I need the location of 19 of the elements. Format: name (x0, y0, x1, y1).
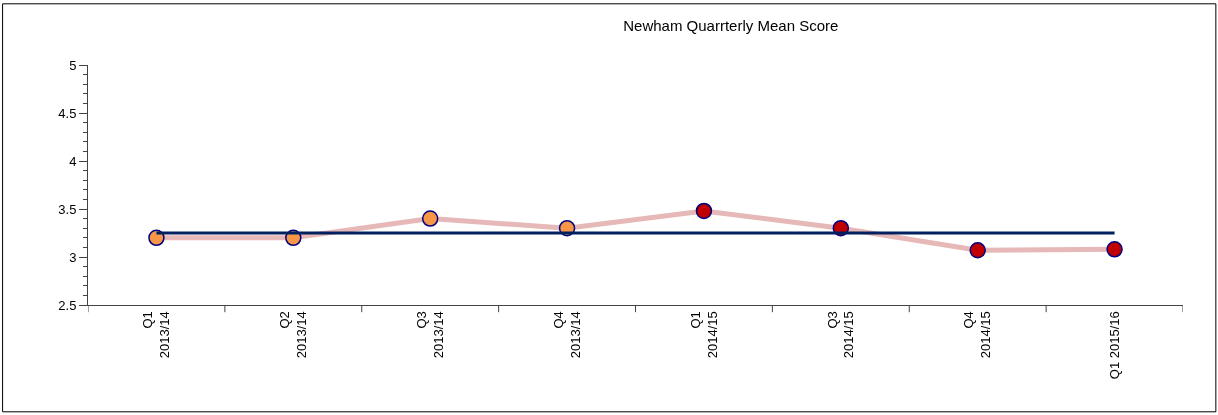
y-tick-label: 4.5 (58, 105, 77, 121)
x-tick-label: Q3 2014/15 (824, 311, 857, 359)
x-tick-label: Q4 2013/14 (550, 311, 583, 359)
y-tick-label: 3.5 (58, 201, 77, 217)
x-tick-label: Q3 2013/14 (413, 311, 446, 359)
x-tick-label: Q1 2015/16 (1106, 311, 1122, 380)
y-tick-label: 2.5 (58, 297, 77, 313)
point (695, 202, 713, 220)
point (421, 210, 439, 227)
chart-title: Newham Quarrterly Mean Score (623, 17, 839, 35)
x-tick-label: Q2 2013/14 (277, 311, 309, 359)
x-tick-label: Q1 2013/14 (140, 311, 173, 359)
point (1106, 241, 1123, 258)
y-tick-label: 4 (69, 153, 77, 169)
x-tick-label: Q1 2014/15 (687, 311, 720, 359)
y-tick-label: 5 (69, 57, 77, 73)
y-tick-label: 3 (69, 249, 77, 265)
x-tick-label: Q4 2014/15 (961, 311, 994, 359)
point (969, 242, 986, 259)
